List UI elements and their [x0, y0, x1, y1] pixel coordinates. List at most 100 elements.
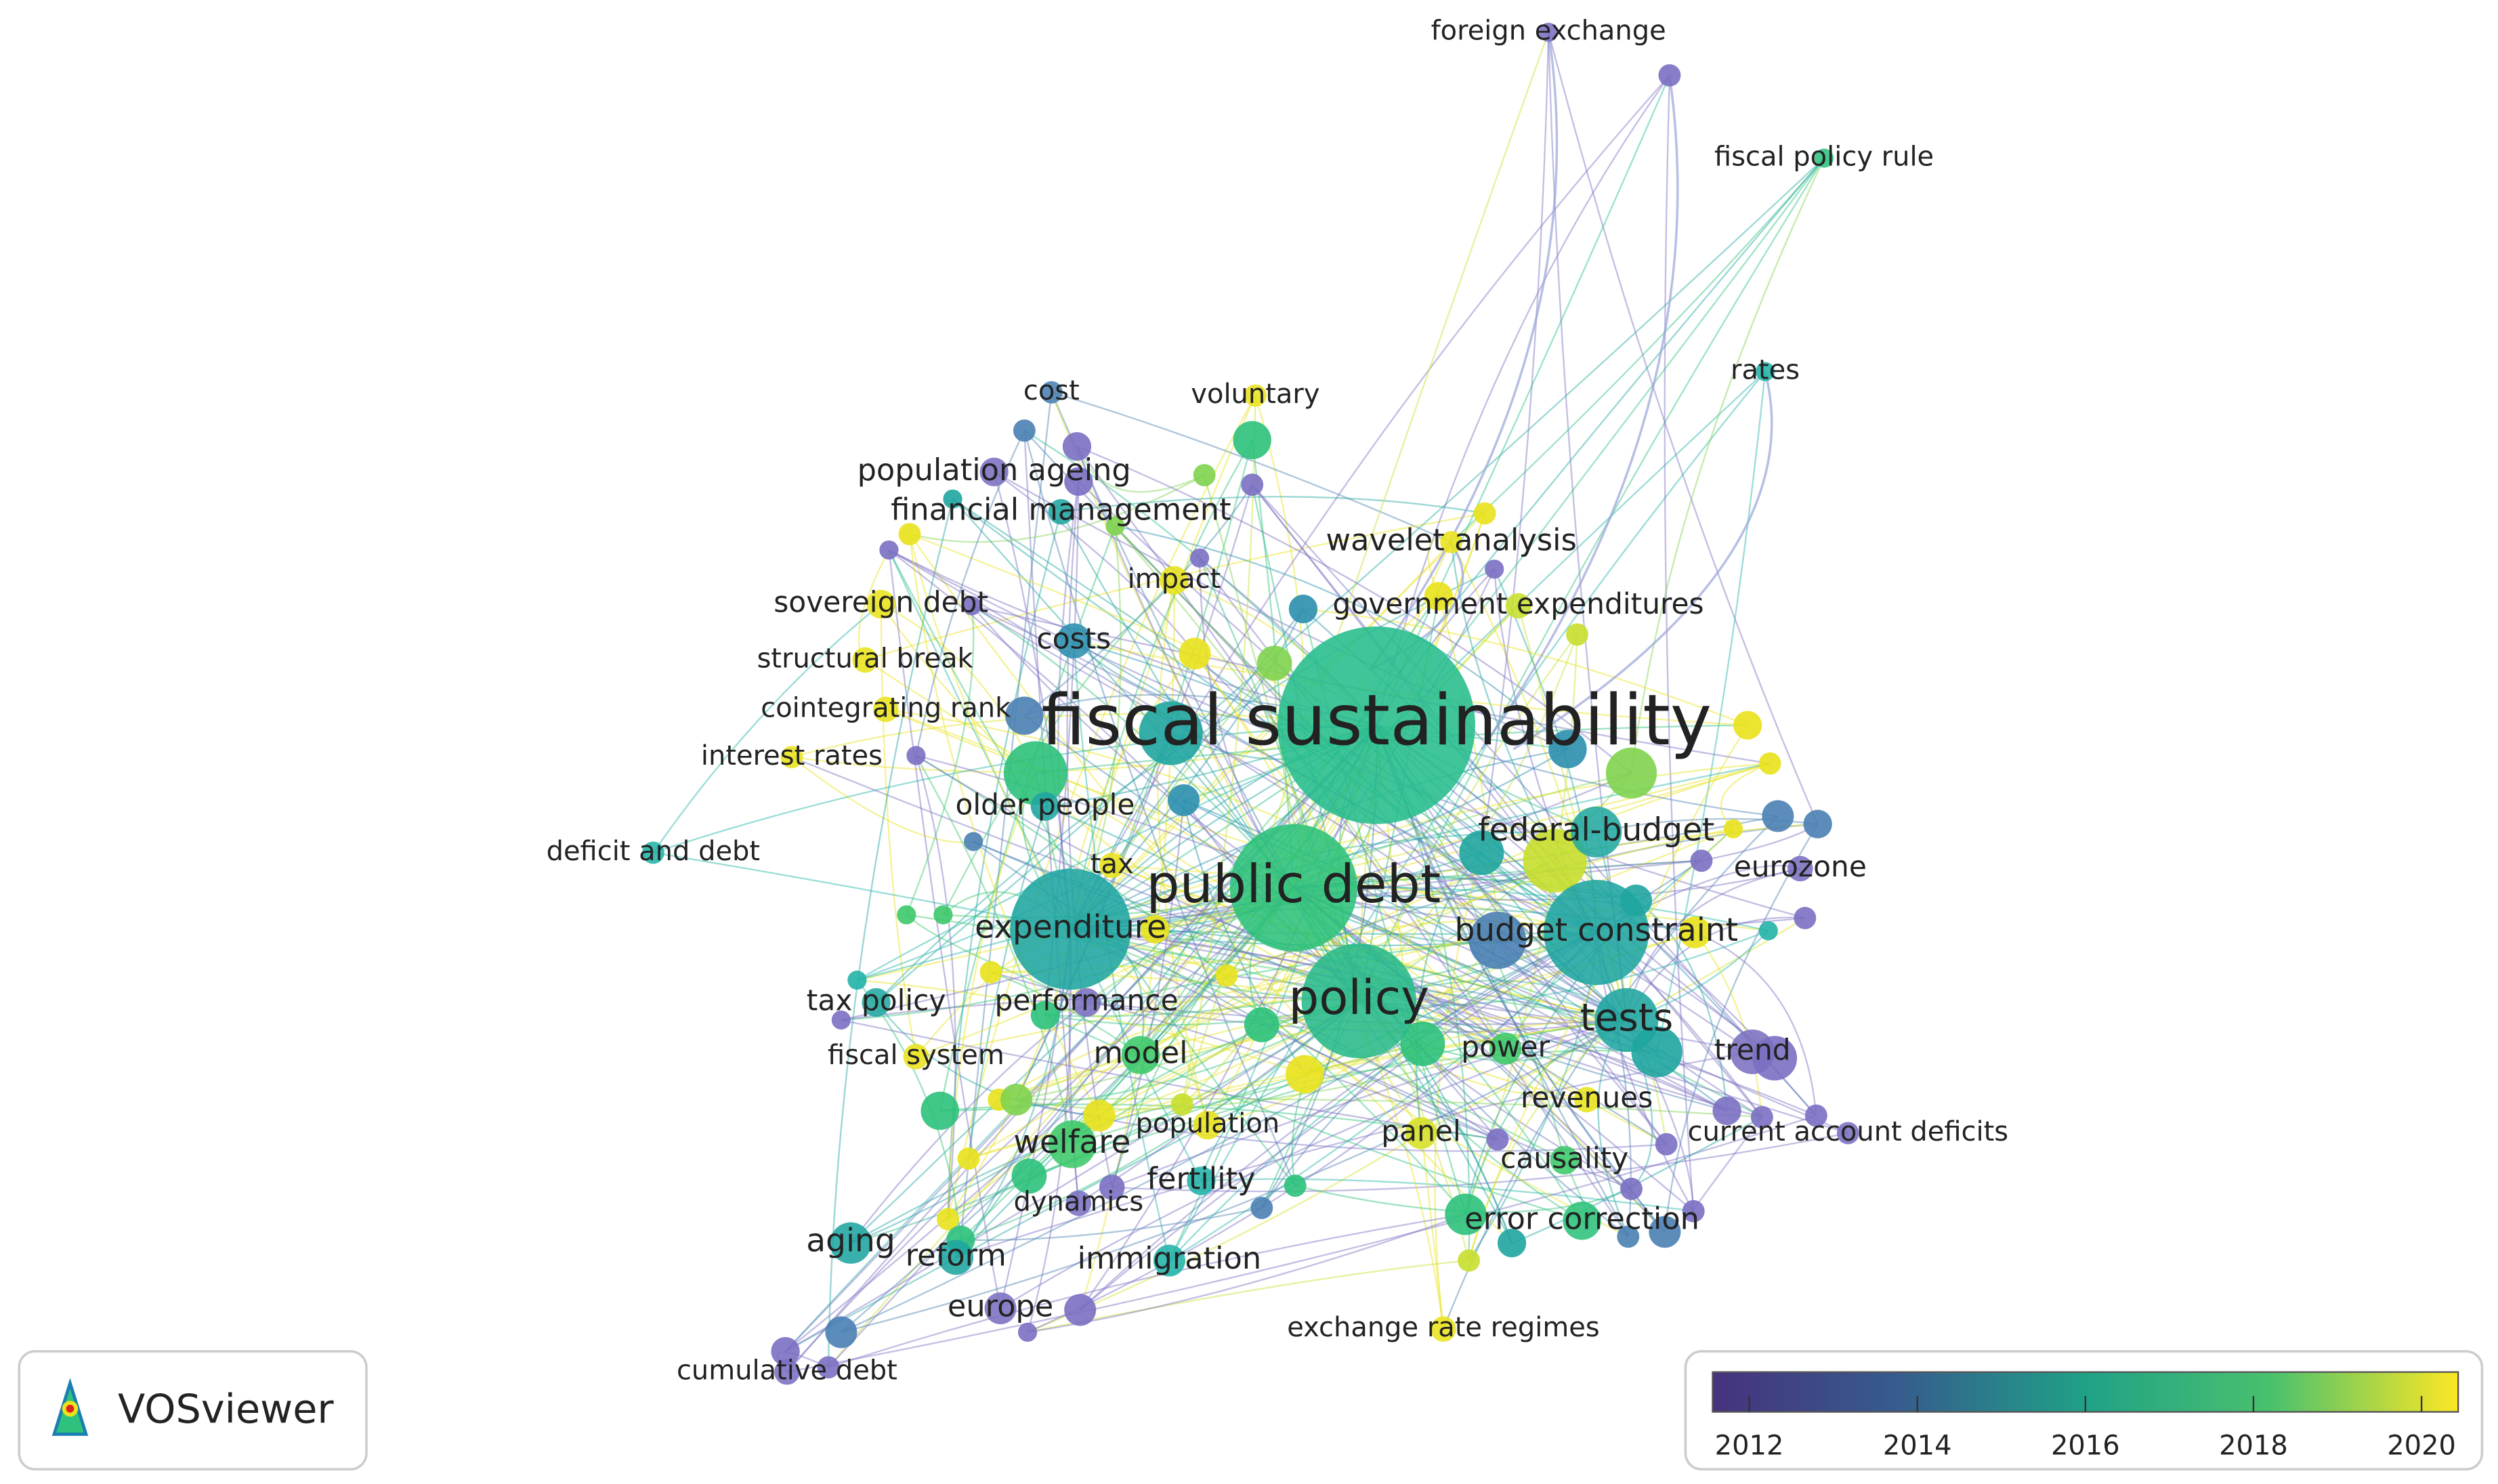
node-label: government expenditures: [1332, 587, 1703, 620]
edge: [960, 1207, 1263, 1242]
node: [933, 905, 953, 925]
node: [906, 746, 926, 765]
edge: [952, 499, 1294, 889]
node: [866, 589, 895, 619]
node: [1730, 1030, 1775, 1074]
node: [1062, 432, 1092, 461]
node: [862, 988, 891, 1017]
legend-tick-label: 2018: [2219, 1430, 2288, 1461]
node: [962, 596, 981, 616]
edge: [1442, 815, 1779, 1330]
edge: [1201, 1178, 1694, 1212]
node-label: error correction: [1464, 1201, 1699, 1236]
node: [847, 971, 867, 990]
edge: [1070, 928, 1728, 1112]
edge: [906, 606, 975, 916]
node: [1458, 1249, 1481, 1272]
edge: [1293, 887, 1805, 928]
edge: [939, 526, 1116, 1111]
edge: [875, 1002, 1099, 1117]
edge: [1070, 928, 1565, 1161]
node: [1017, 1322, 1038, 1342]
edge: [990, 971, 1141, 1056]
edge: [881, 603, 1036, 773]
edge: [1207, 939, 1498, 1126]
node: [1233, 421, 1271, 460]
node: [1301, 944, 1416, 1059]
node: [1758, 752, 1781, 775]
node: [1682, 1200, 1705, 1223]
node: [1489, 1032, 1522, 1065]
node: [1105, 516, 1125, 536]
edge: [784, 1000, 1359, 1353]
edge: [908, 534, 1100, 1116]
node: [1571, 806, 1622, 858]
node: [920, 1091, 959, 1130]
edge: [1635, 899, 1728, 1111]
edge: [1512, 371, 1773, 750]
node-label: costs: [1036, 622, 1111, 656]
edge: [1112, 864, 1769, 932]
node-label: tax policy: [807, 984, 946, 1017]
edge: [947, 772, 1036, 1219]
edge: [1114, 525, 1668, 1145]
edge: [1023, 484, 1253, 717]
edge: [1155, 928, 1657, 1053]
node: [1468, 911, 1527, 969]
node: [1563, 1202, 1601, 1240]
edge: [1511, 1116, 1762, 1244]
edge: [1076, 446, 1629, 1237]
edge: [1051, 391, 1294, 889]
node-label: federal-budget: [1478, 811, 1714, 849]
node-label: power: [1461, 1030, 1550, 1063]
edge: [1156, 580, 1208, 1126]
node-label: exchange rate regimes: [1287, 1312, 1599, 1343]
edge: [841, 1019, 1498, 1141]
edge: [1016, 1048, 1506, 1110]
edge: [652, 603, 882, 853]
edge: [1066, 481, 1113, 1188]
node: [1064, 467, 1093, 496]
color-legend: 2012 2014 2016 2018 2020: [1684, 1350, 2484, 1470]
node-label: cost: [1023, 375, 1080, 406]
node-label: policy: [1288, 970, 1429, 1025]
node: [1056, 623, 1092, 659]
edge: [784, 725, 1378, 1352]
edge: [1437, 595, 1499, 941]
edge: [1070, 541, 1452, 930]
node: [1168, 784, 1200, 816]
edge: [1303, 608, 1748, 726]
node: [1649, 1216, 1681, 1248]
edge: [1695, 931, 1817, 1116]
edge: [841, 1019, 1628, 1334]
labels: foreign exchange fiscal policy rule rates v…: [547, 16, 2009, 1386]
node: [1064, 1294, 1097, 1326]
node: [852, 647, 878, 673]
edge: [786, 1114, 1817, 1373]
edge: [915, 755, 1466, 1215]
edge: [875, 157, 1825, 1003]
node-label: population ageing: [858, 452, 1131, 488]
edge: [947, 1043, 1423, 1220]
edge: [1079, 931, 1597, 1311]
edge: [1070, 860, 1702, 931]
node: [1040, 381, 1063, 404]
node-label: budget constraint: [1454, 912, 1738, 949]
node-label: tests: [1580, 996, 1674, 1040]
node-label: welfare: [1013, 1124, 1130, 1161]
node: [938, 1239, 974, 1275]
edge: [960, 1000, 1360, 1241]
node: [825, 1316, 858, 1349]
edge: [888, 549, 1628, 1021]
edge: [1293, 887, 1848, 1135]
edge: [1293, 887, 1666, 1233]
node-label: fiscal sustainability: [1041, 680, 1712, 761]
node: [1733, 711, 1762, 740]
node-label: fiscal system: [828, 1040, 1004, 1071]
edge: [1115, 525, 1569, 750]
node: [1160, 566, 1189, 595]
node: [1003, 741, 1067, 805]
edge: [990, 971, 1498, 1141]
